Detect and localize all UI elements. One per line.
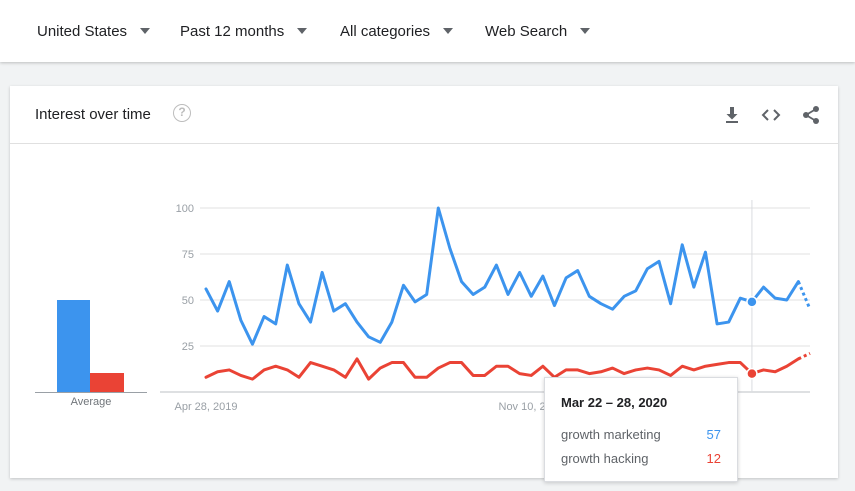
caret-down-icon [443, 28, 454, 34]
x-tick-label: Apr 28, 2019 [175, 401, 238, 413]
filter-bar: United States Past 12 months All categor… [0, 0, 855, 62]
y-tick-label: 50 [182, 295, 194, 307]
tooltip-series-value: 57 [706, 427, 721, 442]
category-filter[interactable]: All categories [340, 20, 454, 42]
series-line-growth-hacking [204, 357, 800, 381]
tooltip-row-growth-hacking: growth hacking 12 [561, 451, 721, 466]
average-axis [35, 392, 147, 393]
average-bar-growth-hacking [90, 372, 124, 392]
tooltip-row-growth-marketing: growth marketing 57 [561, 427, 721, 442]
caret-down-icon [140, 28, 151, 34]
card-title: Interest over time [35, 106, 151, 123]
tooltip-series-value: 12 [706, 451, 721, 466]
chart-tooltip: Mar 22 – 28, 2020 growth marketing 57 gr… [544, 377, 738, 482]
region-filter-label: United States [37, 22, 128, 40]
y-tick-label: 75 [182, 249, 194, 261]
tooltip-series-name: growth marketing [561, 427, 661, 442]
category-filter-label: All categories [340, 22, 431, 40]
series-line-growth-marketing [204, 206, 800, 346]
search-type-filter-label: Web Search [485, 22, 568, 40]
hover-point [746, 367, 758, 380]
caret-down-icon [580, 28, 591, 34]
region-filter[interactable]: United States [37, 20, 151, 42]
embed-code-icon[interactable] [760, 104, 782, 126]
time-range-filter-label: Past 12 months [180, 22, 285, 40]
card-header: Interest over time ? [10, 86, 838, 144]
y-tick-label: 25 [182, 341, 194, 353]
series-partial-line [797, 281, 812, 310]
tooltip-date: Mar 22 – 28, 2020 [561, 395, 668, 410]
average-bar-growth-marketing [57, 300, 90, 392]
y-tick-label: 100 [176, 203, 194, 215]
average-label: Average [70, 396, 112, 408]
share-icon[interactable] [800, 104, 822, 126]
interest-over-time-card: Interest over time ? Average [10, 86, 838, 482]
caret-down-icon [297, 28, 308, 34]
download-icon[interactable] [721, 104, 743, 126]
hover-point [746, 296, 758, 308]
tooltip-series-name: growth hacking [561, 451, 649, 466]
search-type-filter[interactable]: Web Search [485, 20, 591, 42]
time-range-filter[interactable]: Past 12 months [180, 20, 308, 42]
help-circle-icon[interactable]: ? [173, 104, 191, 122]
series-partial-line [797, 352, 811, 361]
